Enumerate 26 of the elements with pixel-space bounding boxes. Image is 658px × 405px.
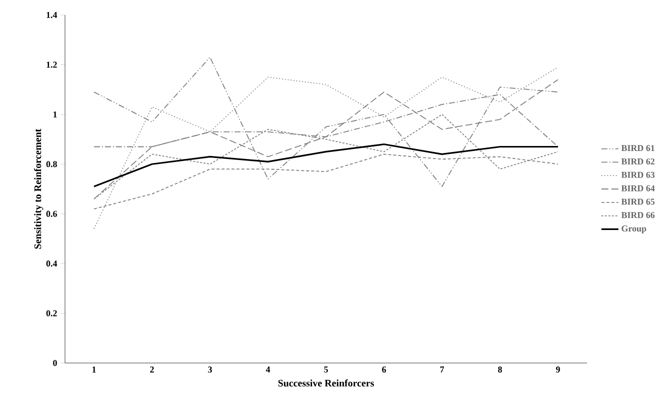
- y-tick-label: 1: [53, 111, 57, 118]
- x-tick-label: 9: [556, 366, 560, 373]
- x-tick-label: 8: [498, 366, 502, 373]
- y-tick-label: 0: [53, 360, 57, 366]
- y-tick-label: 1.4: [46, 12, 58, 18]
- y-tick-label: 0.2: [46, 310, 57, 316]
- y-tick-label: 0.8: [46, 161, 57, 168]
- legend-label: BIRD 64: [621, 185, 655, 192]
- legend-label: BIRD 65: [621, 198, 655, 205]
- x-tick-label: 2: [150, 366, 154, 372]
- y-tick-label: 0.6: [46, 210, 57, 217]
- x-tick-label: 7: [440, 366, 444, 372]
- legend-label: BIRD 63: [621, 172, 655, 178]
- y-tick-label: 0.4: [46, 260, 58, 267]
- x-tick-label: 6: [382, 366, 386, 373]
- x-tick-label: 1: [92, 366, 96, 372]
- x-tick-label: 3: [208, 366, 212, 373]
- y-tick-label: 1.2: [46, 62, 57, 68]
- x-tick-label: 4: [266, 366, 270, 372]
- x-tick-label: 5: [324, 366, 328, 372]
- legend-label: Group: [622, 226, 646, 234]
- y-axis-title: Sensitivity to Reinforcement: [34, 128, 44, 249]
- legend-label: BIRD 62: [621, 158, 654, 164]
- x-axis-title: Successive Reinforcers: [278, 379, 374, 387]
- legend-label: BIRD 66: [621, 212, 655, 218]
- legend-label: BIRD 61: [621, 145, 654, 152]
